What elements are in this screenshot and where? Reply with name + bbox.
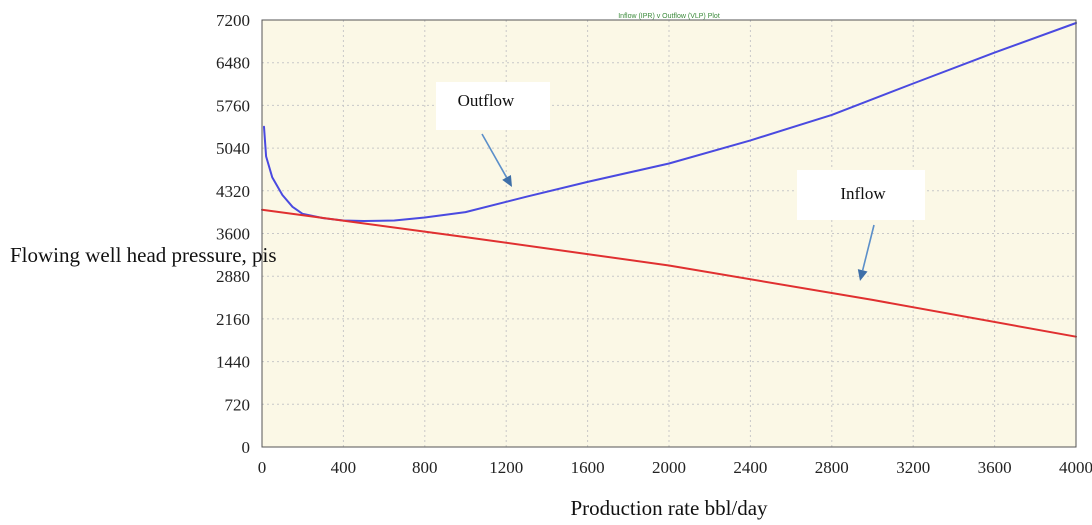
x-tick-label: 2800 xyxy=(815,458,849,477)
y-tick-label: 0 xyxy=(242,438,251,457)
x-tick-label: 400 xyxy=(331,458,357,477)
x-axis-ticks: 0 400 800 1200 1600 2000 2400 2800 3200 3600 4000 xyxy=(258,458,1092,477)
inflow-annotation: Inflow xyxy=(797,170,925,281)
y-tick-label: 4320 xyxy=(216,182,250,201)
x-tick-label: 3200 xyxy=(896,458,930,477)
y-tick-label: 720 xyxy=(225,395,251,414)
inflow-arrow-head xyxy=(857,269,868,281)
y-tick-label: 7200 xyxy=(216,11,250,30)
y-tick-label: 3600 xyxy=(216,225,250,244)
series-group xyxy=(261,22,1077,338)
x-tick-label: 1200 xyxy=(489,458,523,477)
x-axis-title: Production rate bbl/day xyxy=(570,496,768,520)
x-tick-label: 800 xyxy=(412,458,438,477)
inflow-series-line xyxy=(261,208,1077,338)
y-tick-label: 6480 xyxy=(216,54,250,73)
y-tick-label: 2160 xyxy=(216,310,250,329)
y-tick-label: 5040 xyxy=(216,139,250,158)
plot-frame xyxy=(261,19,1077,448)
inflow-arrow xyxy=(861,224,875,271)
outflow-annotation-label: Outflow xyxy=(458,91,515,110)
outflow-series-line xyxy=(263,22,1077,222)
x-tick-label: 4000 xyxy=(1059,458,1092,477)
outflow-annotation: Outflow xyxy=(436,82,550,187)
x-tick-label: 2000 xyxy=(652,458,686,477)
grid-lines xyxy=(262,20,1076,447)
x-tick-label: 1600 xyxy=(571,458,605,477)
y-tick-label: 5760 xyxy=(216,96,250,115)
outflow-arrow-head xyxy=(502,174,512,187)
y-tick-label: 1440 xyxy=(216,353,250,372)
y-axis-title: Flowing well head pressure, pis xyxy=(10,243,277,267)
outflow-annotation-box xyxy=(436,82,550,130)
x-tick-label: 3600 xyxy=(978,458,1012,477)
y-axis-ticks: 0 720 1440 2160 2880 3600 4320 5040 5760 6480 7200 xyxy=(216,11,250,457)
chart-title: Inflow (IPR) v Outflow (VLP) Plot xyxy=(618,13,720,20)
x-tick-label: 0 xyxy=(258,458,267,477)
x-tick-label: 2400 xyxy=(733,458,767,477)
y-tick-label: 2880 xyxy=(216,267,250,286)
outflow-arrow xyxy=(481,133,508,178)
inflow-annotation-box xyxy=(797,170,925,220)
inflow-annotation-label: Inflow xyxy=(840,184,886,203)
